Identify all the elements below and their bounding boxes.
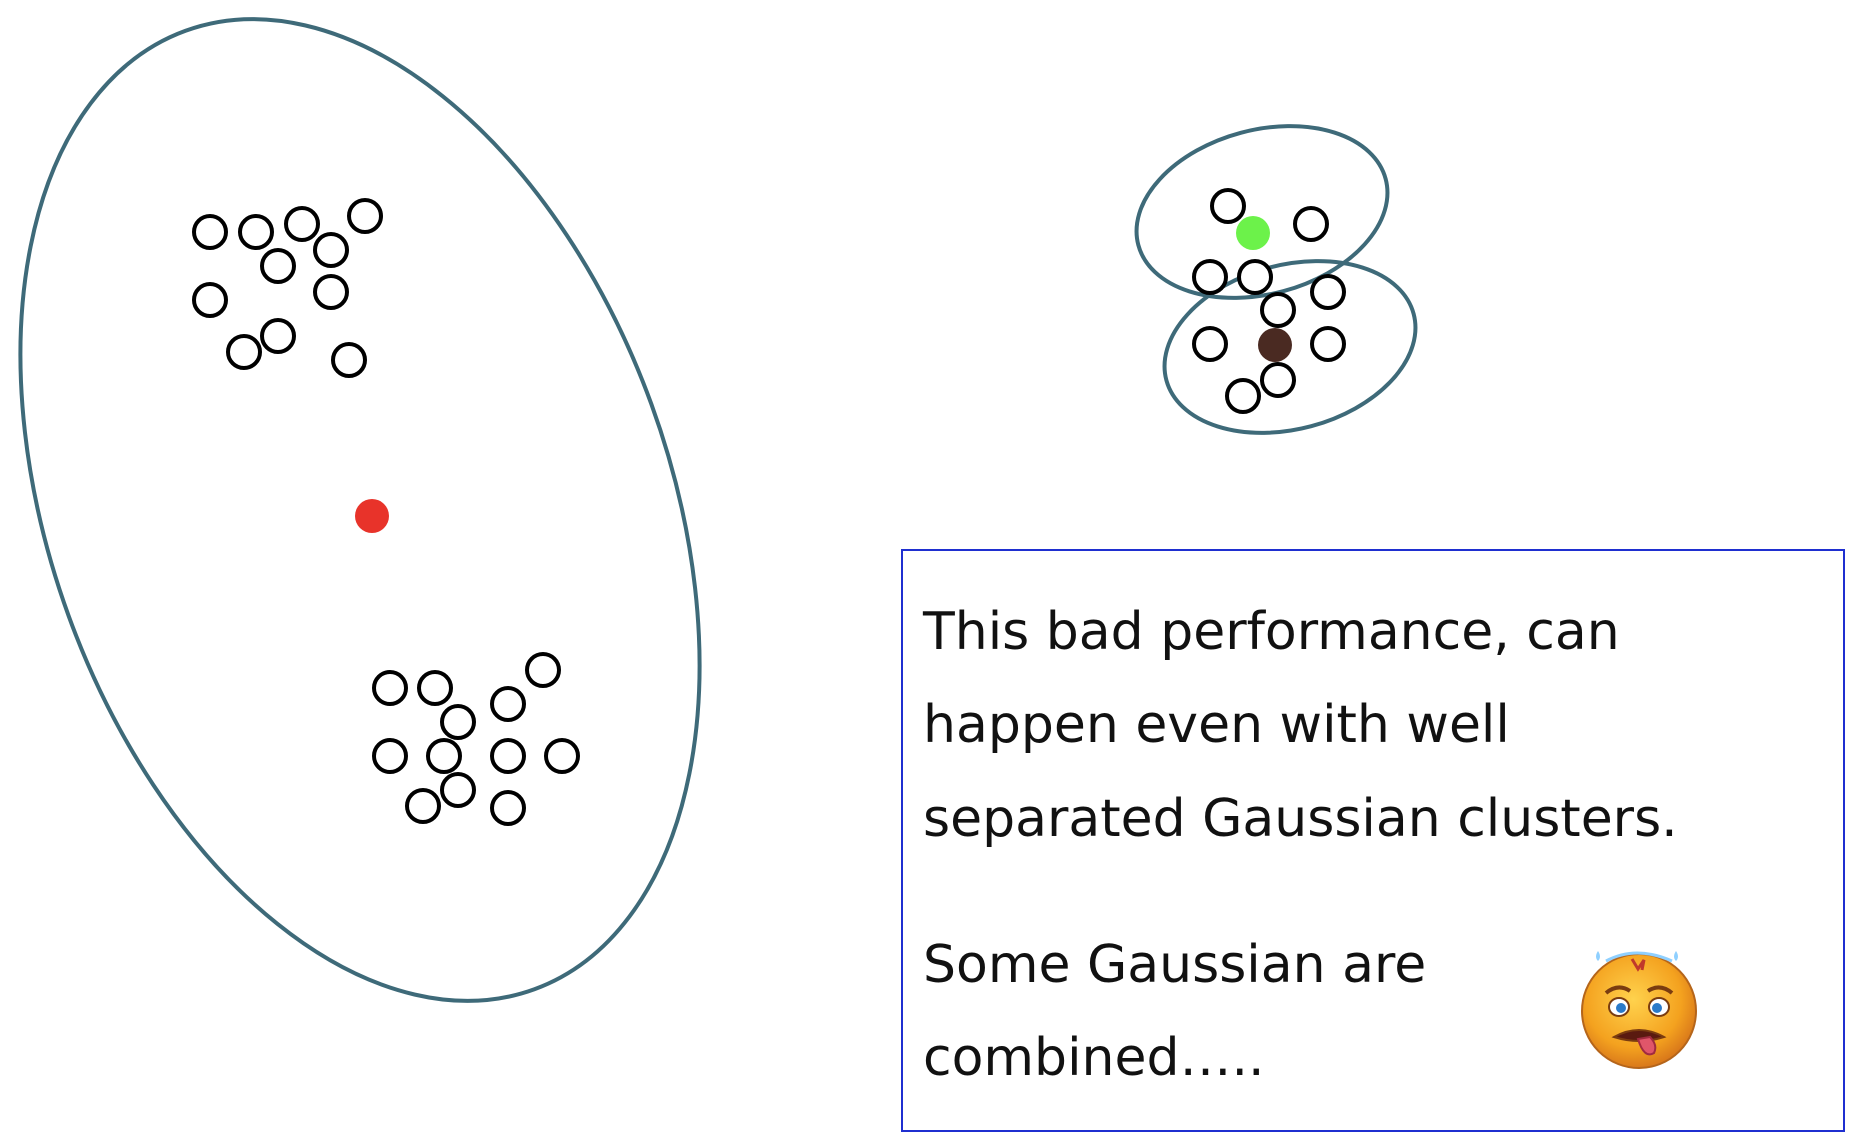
- data-point: [260, 318, 296, 354]
- data-point: [284, 206, 320, 242]
- data-point: [1225, 378, 1261, 414]
- data-point: [440, 772, 476, 808]
- data-point: [313, 232, 349, 268]
- data-point: [331, 342, 367, 378]
- data-point: [192, 282, 228, 318]
- data-point: [490, 790, 526, 826]
- large-gaussian-center: [355, 499, 389, 533]
- bottom-gaussian-center: [1258, 328, 1292, 362]
- data-points: [192, 188, 1346, 826]
- data-point: [417, 670, 453, 706]
- data-point: [313, 274, 349, 310]
- data-point: [1310, 326, 1346, 362]
- top-gaussian-center: [1236, 216, 1270, 250]
- text-line-5: combined…..: [923, 1028, 1265, 1088]
- data-point: [1237, 259, 1273, 295]
- text-line-2: happen even with well: [923, 695, 1510, 755]
- data-point: [226, 334, 262, 370]
- data-point: [405, 788, 441, 824]
- large-gaussian-ellipse: [18, 17, 702, 1003]
- text-line-4: Some Gaussian are: [923, 935, 1427, 995]
- text-line-1: This bad performance, can: [923, 602, 1620, 662]
- data-point: [1293, 206, 1329, 242]
- data-point: [1260, 292, 1296, 328]
- data-point: [544, 738, 580, 774]
- worried-face-icon: [1581, 951, 1697, 1069]
- explanation-box: This bad performance, can happen even wi…: [901, 549, 1845, 1132]
- data-point: [238, 214, 274, 250]
- data-point: [372, 670, 408, 706]
- data-point: [490, 686, 526, 722]
- data-point: [440, 704, 476, 740]
- data-point: [426, 738, 462, 774]
- top-gaussian-ellipse: [1134, 124, 1390, 300]
- data-point: [1210, 188, 1246, 224]
- data-point: [525, 652, 561, 688]
- data-point: [1192, 259, 1228, 295]
- data-point: [372, 738, 408, 774]
- data-point: [192, 214, 228, 250]
- data-point: [347, 198, 383, 234]
- data-point: [1310, 274, 1346, 310]
- data-point: [1260, 362, 1296, 398]
- text-line-3: separated Gaussian clusters.: [923, 789, 1678, 849]
- data-point: [490, 738, 526, 774]
- data-point: [1192, 326, 1228, 362]
- data-point: [260, 248, 296, 284]
